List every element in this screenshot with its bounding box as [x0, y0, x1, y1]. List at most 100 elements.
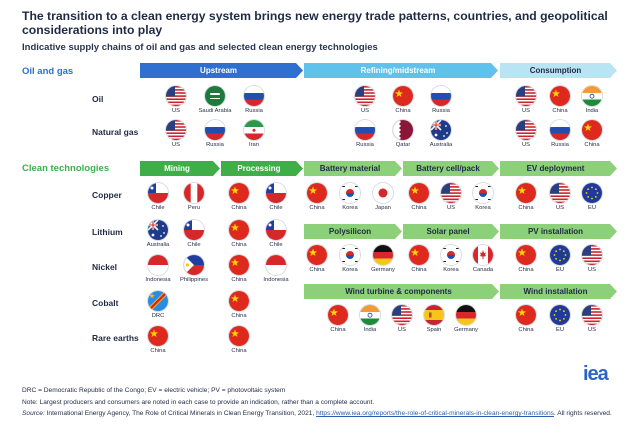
flag-lithium-processing-chile: Chile: [263, 220, 289, 248]
china-flag-icon: [393, 86, 413, 106]
us-flag-icon: [441, 183, 461, 203]
flag-wind-install-eu: EU: [547, 305, 573, 333]
flag-nickel-mining-indonesia: Indonesia: [145, 255, 171, 283]
flag-gas-refining-qatar: Qatar: [390, 120, 416, 148]
us-flag-icon: [550, 183, 570, 203]
iea-logo: iea: [583, 363, 609, 385]
flag-polysilicon-germany: Germany: [370, 245, 396, 273]
row-label-cobalt: Cobalt: [92, 298, 119, 308]
eu-flag-icon: [550, 245, 570, 265]
eu-flag-icon: [550, 305, 570, 325]
korea-flag-icon: [441, 245, 461, 265]
flag-gas-upstream-us: US: [163, 120, 189, 148]
flag-solar-china: China: [406, 245, 432, 273]
flag-battery-cell-china: China: [406, 183, 432, 211]
stage-refining: Refining/midstream: [304, 63, 498, 78]
source-note: Source: International Energy Agency, The…: [22, 409, 622, 418]
flag-oil-refining-china: China: [390, 86, 416, 114]
iran-flag-icon: [244, 120, 264, 140]
row-label-natural-gas: Natural gas: [92, 127, 139, 137]
flag-ev-china: China: [513, 183, 539, 211]
flag-battery-material-japan: Japan: [370, 183, 396, 211]
stage-polysilicon: Polysilicon: [304, 224, 402, 239]
stage-mining: Mining: [140, 161, 220, 176]
flag-battery-material-korea: Korea: [337, 183, 363, 211]
flag-wind-china: China: [325, 305, 351, 333]
flag-copper-mining-chile: Chile: [145, 183, 171, 211]
flag-pv-china: China: [513, 245, 539, 273]
us-flag-icon: [582, 245, 602, 265]
source-link[interactable]: https://www.iea.org/reports/the-role-of-…: [316, 410, 554, 417]
flag-oil-upstream-russia: Russia: [241, 86, 267, 114]
philippines-flag-icon: [184, 255, 204, 275]
russia-flag-icon: [205, 120, 225, 140]
stage-processing: Processing: [221, 161, 303, 176]
china-flag-icon: [229, 220, 249, 240]
stage-wind-installation: Wind installation: [500, 284, 617, 299]
us-flag-icon: [166, 120, 186, 140]
australia-flag-icon: [431, 120, 451, 140]
flag-battery-cell-korea: Korea: [470, 183, 496, 211]
flag-wind-germany: Germany: [453, 305, 479, 333]
china-flag-icon: [328, 305, 348, 325]
flag-oil-consumption-us: US: [513, 86, 539, 114]
source-label: Source:: [22, 410, 45, 417]
section-label-clean-technologies: Clean technologies: [22, 163, 110, 174]
section-label-oil-gas: Oil and gas: [22, 66, 74, 77]
stage-ev-deployment: EV deployment: [500, 161, 617, 176]
us-flag-icon: [166, 86, 186, 106]
russia-flag-icon: [431, 86, 451, 106]
china-flag-icon: [229, 291, 249, 311]
flag-polysilicon-china: China: [304, 245, 330, 273]
us-flag-icon: [516, 86, 536, 106]
stage-upstream: Upstream: [140, 63, 303, 78]
flag-gas-consumption-china: China: [579, 120, 605, 148]
flag-nickel-processing-indonesia: Indonesia: [263, 255, 289, 283]
china-flag-icon: [550, 86, 570, 106]
flag-gas-refining-australia: Australia: [428, 120, 454, 148]
flag-copper-processing-china: China: [226, 183, 252, 211]
australia-flag-icon: [148, 220, 168, 240]
china-flag-icon: [582, 120, 602, 140]
us-flag-icon: [582, 305, 602, 325]
china-flag-icon: [307, 245, 327, 265]
flag-rare-mining-china: China: [145, 326, 171, 354]
flag-ev-eu: EU: [579, 183, 605, 211]
china-flag-icon: [516, 305, 536, 325]
korea-flag-icon: [340, 183, 360, 203]
disclaimer-note: Note: Largest producers and consumers ar…: [22, 399, 375, 406]
russia-flag-icon: [244, 86, 264, 106]
flag-gas-consumption-us: US: [513, 120, 539, 148]
row-label-nickel: Nickel: [92, 262, 118, 272]
china-flag-icon: [229, 183, 249, 203]
flag-gas-upstream-russia: Russia: [202, 120, 228, 148]
flag-solar-canada: Canada: [470, 245, 496, 273]
row-label-rare-earths: Rare earths: [92, 333, 139, 343]
flag-gas-upstream-iran: Iran: [241, 120, 267, 148]
flag-cobalt-mining-drc: DRC: [145, 291, 171, 319]
canada-flag-icon: [473, 245, 493, 265]
eu-flag-icon: [582, 183, 602, 203]
stage-battery-cell: Battery cell/pack: [403, 161, 499, 176]
india-flag-icon: [582, 86, 602, 106]
flag-battery-material-china: China: [304, 183, 330, 211]
flag-battery-cell-us: US: [438, 183, 464, 211]
flag-lithium-mining-australia: Australia: [145, 220, 171, 248]
rights-text: . All rights reserved.: [553, 410, 612, 417]
russia-flag-icon: [355, 120, 375, 140]
korea-flag-icon: [473, 183, 493, 203]
row-label-oil: Oil: [92, 94, 104, 104]
flag-copper-processing-chile: Chile: [263, 183, 289, 211]
page-title: The transition to a clean energy system …: [22, 9, 608, 37]
china-flag-icon: [307, 183, 327, 203]
chile-flag-icon: [266, 183, 286, 203]
flag-oil-consumption-china: China: [547, 86, 573, 114]
flag-oil-refining-russia: Russia: [428, 86, 454, 114]
flag-gas-refining-russia: Russia: [352, 120, 378, 148]
spain-flag-icon: [424, 305, 444, 325]
flag-wind-spain: Spain: [421, 305, 447, 333]
drc-flag-icon: [148, 291, 168, 311]
flag-rare-processing-china: China: [226, 326, 252, 354]
flag-nickel-processing-china: China: [226, 255, 252, 283]
chile-flag-icon: [184, 220, 204, 240]
